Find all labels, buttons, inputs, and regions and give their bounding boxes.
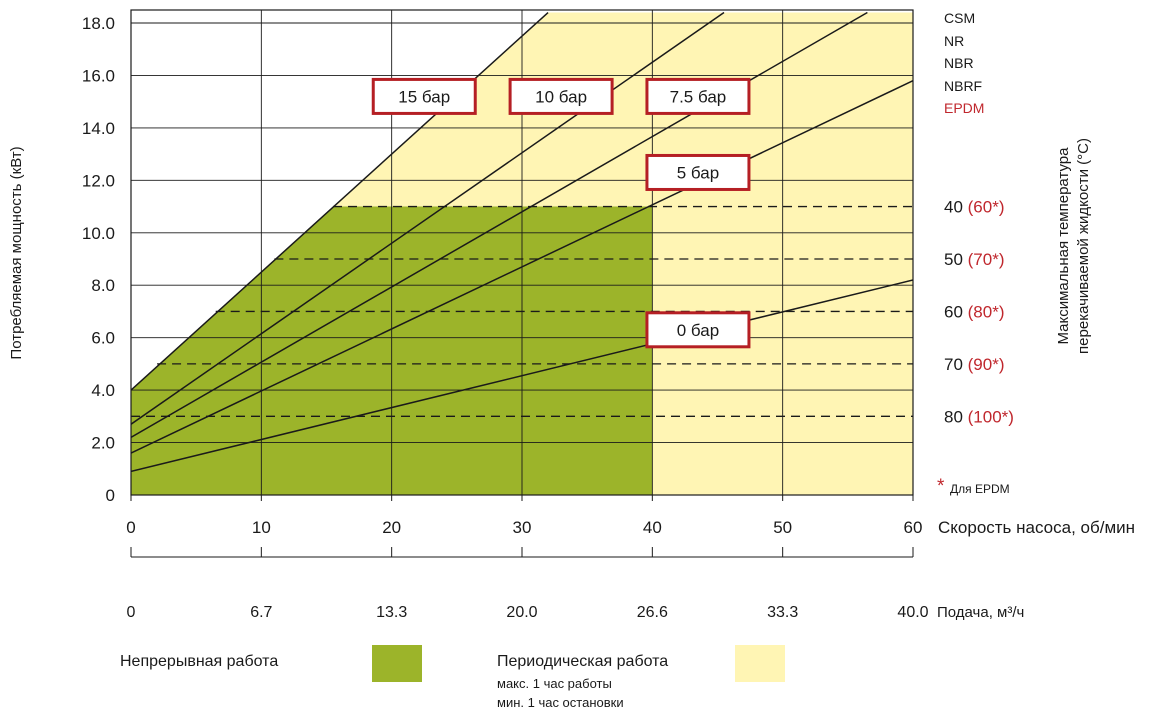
flow-tick-label: 0 xyxy=(127,604,136,621)
legend-periodic-note-2: мин. 1 час остановки xyxy=(497,695,624,710)
pressure-label: 5 бар xyxy=(677,163,719,182)
y-tick-label: 10.0 xyxy=(82,224,115,243)
temperature-value: 70 xyxy=(944,355,968,374)
right-axis-title-line1: Максимальная температура xyxy=(1055,147,1072,345)
pressure-label: 7.5 бар xyxy=(670,87,727,106)
temperature-labels: 40 (60*) 50 (70*) 60 (80*) 70 (90*) 80 (100*… xyxy=(944,198,1014,427)
x-axis-ticks: 0 10 20 30 40 50 60 xyxy=(126,495,922,537)
y-axis-title: Потребляемая мощность (кВт) xyxy=(8,146,25,359)
temperature-value: 80 xyxy=(944,407,968,426)
temperature-label: 40 (60*) xyxy=(944,198,1005,217)
temperature-value: 50 xyxy=(944,250,968,269)
y-tick-label: 8.0 xyxy=(91,276,115,295)
legend-periodic-note-1: макс. 1 час работы xyxy=(497,676,612,691)
x-tick-label: 40 xyxy=(643,518,662,537)
y-axis-ticks: 0 2.0 4.0 6.0 8.0 10.0 12.0 14.0 16.0 18.0 xyxy=(82,14,115,505)
pressure-label: 15 бар xyxy=(398,87,450,106)
legend-periodic-label: Периодическая работа xyxy=(497,653,668,670)
y-tick-label: 14.0 xyxy=(82,119,115,138)
x-tick-label: 20 xyxy=(382,518,401,537)
legend-periodic-swatch xyxy=(735,645,785,682)
flow-tick-label: 33.3 xyxy=(767,604,798,621)
temperature-epdm-value: (90*) xyxy=(968,355,1005,374)
temperature-epdm-value: (100*) xyxy=(968,407,1014,426)
pressure-line xyxy=(131,80,913,454)
temperature-epdm-value: (80*) xyxy=(968,302,1005,321)
material-epdm: EPDM xyxy=(944,100,984,116)
pressure-line xyxy=(131,279,913,473)
x-tick-label: 10 xyxy=(252,518,271,537)
y-tick-label: 0 xyxy=(106,486,115,505)
pressure-label: 0 бар xyxy=(677,321,719,340)
pressure-label: 10 бар xyxy=(535,87,587,106)
y-tick-label: 16.0 xyxy=(82,66,115,85)
x-tick-label: 0 xyxy=(126,518,135,537)
pressure-label-box xyxy=(371,77,477,115)
flow-tick-label: 13.3 xyxy=(376,604,407,621)
temperature-epdm-value: (60*) xyxy=(968,198,1005,217)
x-axis-flow-title: Подача, м³/ч xyxy=(937,604,1024,621)
y-tick-label: 18.0 xyxy=(82,14,115,33)
temperature-epdm-value: (70*) xyxy=(968,250,1005,269)
pressure-line xyxy=(131,11,549,391)
pressure-label-box xyxy=(645,153,751,191)
x-axis-speed-title: Скорость насоса, об/мин xyxy=(938,518,1135,537)
legend-continuous-swatch xyxy=(372,645,422,682)
pressure-labels: 0 бар 5 бар 7.5 бар 10 бар 15 бар xyxy=(371,77,751,349)
temperature-value: 60 xyxy=(944,302,968,321)
legend-continuous-label: Непрерывная работа xyxy=(120,653,278,670)
flow-tick-label: 20.0 xyxy=(506,604,537,621)
material-nbr: NBR xyxy=(944,55,974,71)
y-tick-label: 2.0 xyxy=(91,434,115,453)
temperature-label: 60 (80*) xyxy=(944,302,1005,321)
y-tick-label: 6.0 xyxy=(91,329,115,348)
footnote-text: Для EPDM xyxy=(950,482,1010,496)
pressure-label-box xyxy=(645,311,751,349)
material-csm: CSM xyxy=(944,10,975,26)
flow-tick-label: 6.7 xyxy=(250,604,272,621)
temperature-value: 40 xyxy=(944,198,968,217)
temperature-label: 70 (90*) xyxy=(944,355,1005,374)
footnote-star: * xyxy=(937,476,945,497)
temperature-label: 80 (100*) xyxy=(944,407,1014,426)
pressure-line xyxy=(131,11,725,425)
temperature-lines xyxy=(131,205,913,417)
x-tick-label: 60 xyxy=(904,518,923,537)
x-tick-label: 30 xyxy=(513,518,532,537)
x-tick-label: 50 xyxy=(773,518,792,537)
y-tick-label: 12.0 xyxy=(82,171,115,190)
right-axis-title-line2: перекачиваемой жидкости (°C) xyxy=(1075,138,1092,354)
flow-tick-label: 26.6 xyxy=(637,604,668,621)
temperature-label: 50 (70*) xyxy=(944,250,1005,269)
flow-axis-ticks: 0 6.7 13.3 20.0 26.6 33.3 40.0 xyxy=(127,547,929,621)
y-tick-label: 4.0 xyxy=(91,381,115,400)
flow-tick-label: 40.0 xyxy=(897,604,928,621)
material-nr: NR xyxy=(944,33,964,49)
material-nbrf: NBRF xyxy=(944,78,982,94)
pressure-label-box xyxy=(645,77,751,115)
pressure-label-box xyxy=(508,77,614,115)
